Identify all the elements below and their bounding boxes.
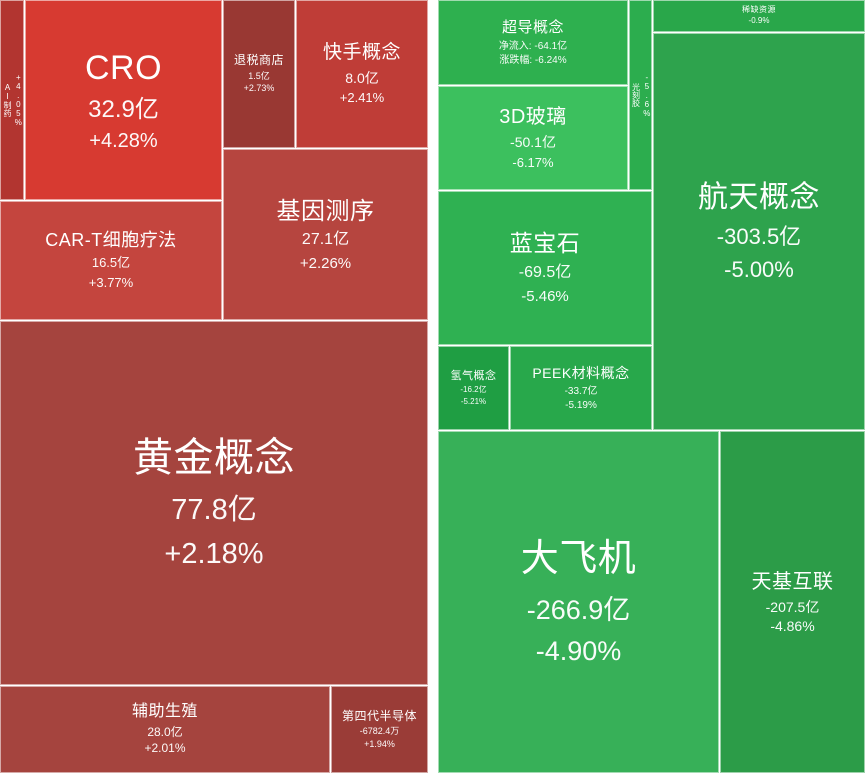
tile-change: +2.41%: [339, 89, 385, 105]
tile-change: +4.28%: [89, 129, 158, 152]
tile-change: +2.73%: [243, 83, 275, 94]
treemap-tile-cro[interactable]: CRO 32.9亿 +4.28%: [25, 0, 222, 200]
tile-net-flow: 1.5亿: [248, 70, 270, 81]
tile-net-flow: 28.0亿: [147, 724, 183, 739]
treemap-tile-superconductor-concept[interactable]: 超导概念 净流入: -64.1亿 涨跌幅: -6.24%: [438, 0, 628, 85]
tile-name: 退税商店: [233, 53, 284, 68]
tile-name: 光刻胶: [631, 83, 641, 107]
treemap-losers-panel: 超导概念 净流入: -64.1亿 涨跌幅: -6.24% 光刻胶 -5.6% 稀…: [438, 0, 865, 773]
treemap-tile-space-based-internet[interactable]: 天基互联 -207.5亿 -4.86%: [720, 431, 865, 773]
treemap-tile-kuaishou-concept[interactable]: 快手概念 8.0亿 +2.41%: [296, 0, 428, 148]
tile-name: 氢气概念: [450, 369, 497, 382]
tile-net-flow: -69.5亿: [518, 264, 572, 282]
tile-net-flow: -50.1亿: [510, 134, 556, 151]
treemap-gainers-panel: AI制药 +4.05% CRO 32.9亿 +4.28% 退税商店 1.5亿 +…: [0, 0, 428, 773]
tile-change: +3.77%: [88, 275, 134, 291]
tile-name: CAR-T细胞疗法: [45, 229, 177, 250]
tile-name: 第四代半导体: [341, 708, 417, 723]
tile-change: -0.9%: [748, 16, 770, 25]
tile-change: -5.21%: [460, 396, 487, 406]
tile-net-flow: -303.5亿: [716, 224, 802, 250]
tile-net-flow: 净流入: -64.1亿: [498, 40, 568, 52]
tile-change: +2.18%: [164, 538, 264, 570]
treemap-tile-peek-materials-concept[interactable]: PEEK材料概念 -33.7亿 -5.19%: [510, 346, 652, 430]
tile-name: 基因测序: [276, 197, 375, 225]
treemap-tile-gold-concept[interactable]: 黄金概念 77.8亿 +2.18%: [0, 321, 428, 685]
tile-change: -5.19%: [565, 399, 597, 411]
tile-net-flow: 8.0亿: [345, 69, 379, 86]
tile-net-flow: -16.2亿: [460, 385, 487, 395]
treemap-tile-tax-refund-shop[interactable]: 退税商店 1.5亿 +2.73%: [223, 0, 295, 148]
tile-net-flow: 16.5亿: [91, 255, 131, 271]
treemap-tile-assisted-reproduction[interactable]: 辅助生殖 28.0亿 +2.01%: [0, 686, 330, 773]
tile-net-flow: -266.9亿: [526, 594, 631, 625]
tile-change: -5.46%: [521, 288, 569, 306]
treemap-tile-aerospace-concept[interactable]: 航天概念 -303.5亿 -5.00%: [653, 33, 865, 430]
tile-change: -5.00%: [724, 257, 794, 282]
tile-name: 快手概念: [322, 42, 401, 64]
tile-name: 天基互联: [751, 570, 834, 593]
tile-change: -6.17%: [512, 154, 554, 170]
tile-change: 涨跌幅: -6.24%: [499, 54, 567, 66]
treemap-tile-car-t-therapy[interactable]: CAR-T细胞疗法 16.5亿 +3.77%: [0, 201, 222, 320]
tile-name: 航天概念: [698, 181, 820, 215]
tile-name: 3D玻璃: [499, 106, 567, 129]
tile-change: +4.05%: [13, 73, 23, 127]
treemap-tile-scarce-resources[interactable]: 稀缺资源 -0.9%: [653, 0, 865, 32]
tile-change: -4.90%: [535, 635, 622, 666]
tile-change: +1.94%: [364, 738, 395, 749]
tile-name: 辅助生殖: [131, 703, 198, 720]
tile-net-flow: -207.5亿: [765, 598, 820, 615]
tile-name: 稀缺资源: [742, 5, 776, 15]
tile-name: 蓝宝石: [509, 230, 581, 257]
treemap-tile-ai-pharma[interactable]: AI制药 +4.05%: [0, 0, 24, 200]
tile-name: AI制药: [3, 83, 12, 117]
tile-name: 黄金概念: [133, 436, 295, 481]
tile-name: CRO: [84, 49, 163, 88]
treemap-tile-large-aircraft[interactable]: 大飞机 -266.9亿 -4.90%: [438, 431, 719, 773]
tile-change: +2.26%: [299, 254, 352, 272]
treemap-tile-sapphire[interactable]: 蓝宝石 -69.5亿 -5.46%: [438, 191, 652, 345]
tile-net-flow: -33.7亿: [564, 385, 598, 397]
treemap-tile-3d-glass[interactable]: 3D玻璃 -50.1亿 -6.17%: [438, 86, 628, 190]
tile-name: 大飞机: [520, 538, 637, 581]
tile-change: -4.86%: [770, 618, 815, 634]
tile-net-flow: 77.8亿: [171, 494, 257, 527]
tile-change: +2.01%: [144, 741, 186, 756]
treemap-tile-4th-gen-semiconductor[interactable]: 第四代半导体 -6782.4万 +1.94%: [331, 686, 428, 773]
tile-net-flow: -6782.4万: [359, 726, 400, 737]
treemap-tile-hydrogen-concept[interactable]: 氢气概念 -16.2亿 -5.21%: [438, 346, 509, 430]
tile-name: 超导概念: [501, 19, 564, 37]
tile-net-flow: 32.9亿: [88, 95, 159, 123]
treemap-tile-gene-sequencing[interactable]: 基因测序 27.1亿 +2.26%: [223, 149, 428, 320]
treemap-tile-photoresist[interactable]: 光刻胶 -5.6%: [629, 0, 652, 190]
tile-change: -5.6%: [642, 72, 652, 118]
tile-net-flow: 27.1亿: [301, 230, 350, 248]
tile-name: PEEK材料概念: [532, 365, 630, 382]
